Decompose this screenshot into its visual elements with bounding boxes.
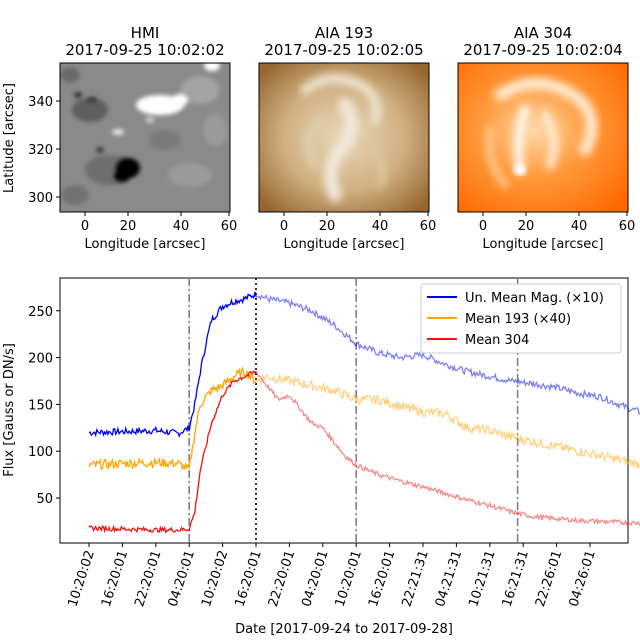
aia304-xtick-label: 20 — [518, 219, 535, 234]
xtick-label: 16:20:01 — [99, 549, 131, 609]
xtick-label: 04:20:01 — [166, 549, 198, 609]
xtick-label: 10:20:01 — [333, 549, 365, 609]
xtick-label: 22:21:31 — [399, 549, 431, 609]
xtick-label: 04:21:31 — [433, 549, 465, 609]
hmi-magnetogram-image — [60, 63, 230, 212]
xtick-label: 22:20:01 — [132, 549, 164, 609]
ytick-label: 100 — [28, 445, 53, 460]
aia304-xtick-label: 40 — [571, 219, 588, 234]
aia193-xtick-label: 20 — [319, 219, 336, 234]
aia304-xlabel: Longitude [arcsec] — [482, 237, 603, 252]
flux-x-axis: 10:20:02 16:20:01 22:20:01 04:20:01 10:20:02… — [65, 543, 599, 609]
hmi-y-ticks — [56, 100, 60, 198]
hmi-ytick-label: 300 — [28, 191, 53, 206]
xtick-label: 10:20:02 — [199, 549, 231, 609]
aia304-xtick-label: 0 — [479, 219, 487, 234]
hmi-x-ticks — [84, 212, 230, 216]
series-line-solid-0 — [88, 291, 257, 438]
xtick-label: 22:26:01 — [533, 549, 565, 609]
hmi-panel: HMI 2017-09-25 10:02:02 — [2, 24, 237, 252]
aia193-xtick-label: 60 — [420, 219, 437, 234]
hmi-ylabel: Latitude [arcsec] — [2, 83, 17, 193]
hmi-xtick-label: 60 — [221, 219, 238, 234]
xtick-label: 10:21:31 — [466, 549, 498, 609]
flux-series — [88, 291, 640, 534]
legend-label-mag: Un. Mean Mag. (×10) — [465, 291, 604, 306]
hmi-xlabel: Longitude [arcsec] — [84, 237, 205, 252]
legend-label-304: Mean 304 — [465, 333, 529, 348]
series-line-faded-0 — [255, 293, 640, 415]
xtick-label: 04:26:01 — [566, 549, 598, 609]
hmi-timestamp: 2017-09-25 10:02:02 — [65, 41, 224, 59]
xtick-label: 16:21:31 — [500, 549, 532, 609]
aia193-xtick-label: 0 — [280, 219, 288, 234]
hmi-xtick-label: 0 — [81, 219, 89, 234]
flux-xlabel: Date [2017-09-24 to 2017-09-28] — [235, 622, 453, 637]
aia193-panel: AIA 193 2017-09-25 10:02:05 0 20 40 60 L… — [258, 24, 437, 252]
aia193-title: AIA 193 — [315, 24, 373, 42]
ytick-label: 50 — [36, 492, 53, 507]
hmi-xtick-label: 20 — [120, 219, 137, 234]
aia193-x-ticks — [283, 212, 429, 216]
series-line-solid-1 — [88, 366, 257, 471]
aia193-image — [259, 63, 429, 212]
hmi-title: HMI — [131, 24, 160, 42]
aia304-panel: AIA 304 2017-09-25 10:02:04 0 20 40 60 L… — [457, 24, 636, 252]
xtick-label: 16:20:01 — [366, 549, 398, 609]
aia193-xtick-label: 40 — [372, 219, 389, 234]
flux-plot-frame — [59, 277, 629, 544]
series-line-solid-2 — [88, 370, 257, 534]
aia304-x-ticks — [482, 212, 628, 216]
xtick-label: 10:20:02 — [65, 549, 97, 609]
aia304-image — [458, 63, 628, 212]
aia193-xlabel: Longitude [arcsec] — [283, 237, 404, 252]
aia304-timestamp: 2017-09-25 10:02:04 — [463, 41, 622, 59]
hmi-ytick-label: 340 — [28, 95, 53, 110]
legend-box — [420, 283, 622, 354]
ytick-label: 200 — [28, 352, 53, 367]
flux-y-axis: 50 100 150 200 250 — [28, 305, 60, 507]
series-line-faded-2 — [255, 370, 640, 527]
legend: Un. Mean Mag. (×10) Mean 193 (×40) Mean … — [420, 283, 622, 354]
ytick-label: 250 — [28, 305, 53, 320]
xtick-label: 22:20:01 — [266, 549, 298, 609]
xtick-label: 16:20:01 — [232, 549, 264, 609]
hmi-ytick-label: 320 — [28, 143, 53, 158]
aia304-xtick-label: 60 — [619, 219, 636, 234]
aia193-timestamp: 2017-09-25 10:02:05 — [264, 41, 423, 59]
aia304-title: AIA 304 — [514, 24, 572, 42]
ytick-label: 150 — [28, 398, 53, 413]
flux-ylabel: Flux [Gauss or DN/s] — [2, 343, 17, 477]
hmi-xtick-label: 40 — [173, 219, 190, 234]
legend-label-193: Mean 193 (×40) — [465, 312, 571, 327]
xtick-label: 04:20:01 — [299, 549, 331, 609]
series-line-faded-1 — [255, 373, 640, 469]
